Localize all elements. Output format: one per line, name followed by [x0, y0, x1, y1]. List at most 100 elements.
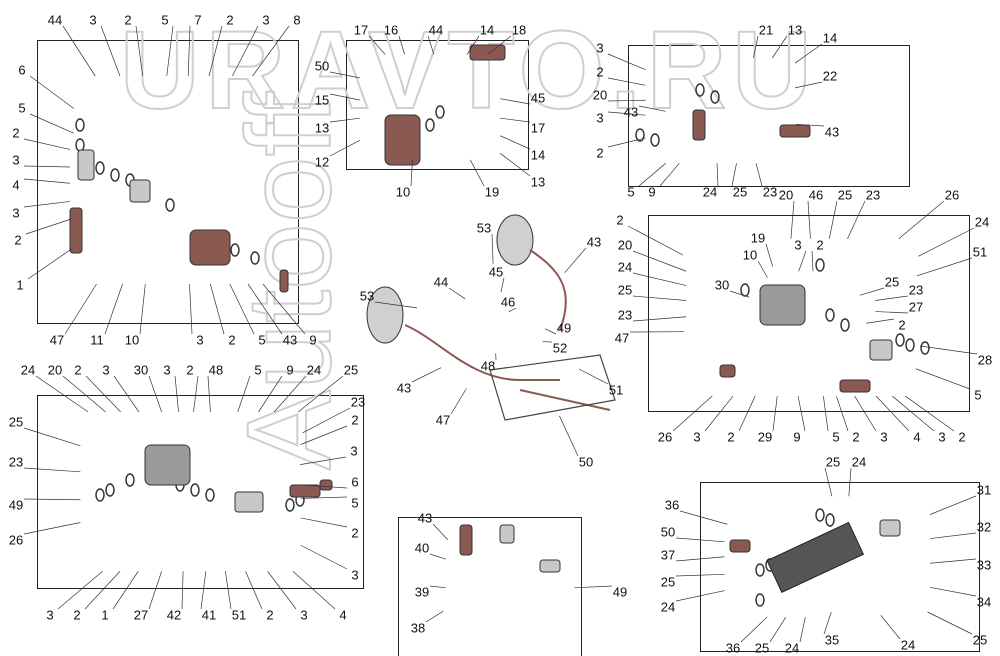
callout-top-left: 47 [49, 332, 65, 348]
metal-part [77, 149, 95, 181]
leader-line [632, 250, 687, 272]
leader-line [209, 283, 225, 335]
callout-bottom-left: 51 [231, 607, 247, 623]
callout-top-right: 9 [648, 184, 656, 200]
leader-line [866, 318, 895, 324]
leader-line [757, 260, 768, 278]
panel-top-right [628, 45, 910, 187]
callout-top-left: 44 [47, 12, 63, 28]
leader-line [62, 375, 106, 413]
callout-top-left: 10 [124, 332, 140, 348]
callout-mid-right: 20 [617, 237, 633, 253]
o-ring [815, 508, 825, 522]
leader-line [329, 93, 360, 101]
callout-top-right: 23 [762, 184, 778, 200]
callout-mid-right: 51 [972, 244, 988, 260]
leader-line [559, 415, 579, 457]
callout-top-middle: 10 [395, 184, 411, 200]
leader-line [930, 532, 977, 539]
o-ring [650, 133, 660, 147]
leader-line [237, 375, 251, 413]
callout-bottom-left: 3 [102, 362, 110, 378]
leader-line [302, 407, 351, 434]
callout-bottom-left: 9 [286, 362, 294, 378]
callout-mid-right: 27 [908, 299, 924, 315]
leader-line [245, 571, 263, 610]
leader-line [836, 395, 849, 432]
leader-line [632, 272, 687, 286]
callout-top-middle: 16 [383, 22, 399, 38]
metal-part [879, 519, 901, 537]
leader-line [207, 375, 211, 413]
leader-line [672, 395, 713, 432]
callout-bottom-left: 4 [339, 607, 347, 623]
callout-bottom-right: 24 [784, 640, 800, 656]
leader-line [920, 345, 978, 355]
callout-bottom-left: 2 [266, 607, 274, 623]
leader-line [927, 611, 973, 635]
leader-line [429, 585, 446, 589]
leader-line [916, 257, 973, 277]
fitting [729, 539, 751, 553]
o-ring [695, 83, 705, 97]
callout-top-left: 2 [124, 12, 132, 28]
metal-part [499, 524, 515, 544]
leader-line [675, 537, 725, 543]
callout-bottom-right: 25 [754, 640, 770, 656]
leader-line [23, 138, 70, 150]
callout-top-left: 5 [18, 100, 26, 116]
callout-mid-right: 2 [958, 429, 966, 445]
callout-top-left: 2 [228, 332, 236, 348]
leader-line [23, 427, 81, 447]
leader-line [627, 225, 684, 256]
callout-bottom-left: 27 [133, 607, 149, 623]
leader-line [607, 77, 646, 86]
metal-part [129, 179, 151, 203]
callout-mid-right: 23 [617, 307, 633, 323]
callout-center: 46 [500, 294, 516, 310]
leader-line [797, 395, 806, 432]
leader-line [704, 395, 734, 432]
callout-top-left: 8 [293, 12, 301, 28]
callout-bottom-left: 6 [351, 474, 359, 490]
callout-bottom-right: 24 [851, 454, 867, 470]
leader-line [139, 283, 146, 335]
o-ring [755, 593, 765, 607]
metal-part [234, 491, 264, 513]
leader-line [675, 590, 725, 602]
manifold-block [766, 521, 865, 593]
callout-mid-right: 47 [614, 330, 630, 346]
leader-line [27, 247, 73, 280]
callout-top-middle: 19 [484, 184, 500, 200]
panel-top-middle [346, 40, 529, 170]
callout-center: 50 [578, 454, 594, 470]
callout-mid-right: 5 [832, 429, 840, 445]
metal-part [539, 559, 561, 573]
leader-line [57, 570, 103, 610]
callout-bottom-left: 3 [350, 443, 358, 459]
leader-line [755, 163, 763, 187]
leader-line [769, 617, 787, 643]
callout-center: 47 [435, 412, 451, 428]
leader-line [273, 375, 307, 413]
o-ring [105, 483, 115, 497]
callout-top-left: 11 [90, 332, 104, 348]
leader-line [638, 105, 666, 112]
leader-line [300, 544, 348, 570]
fitting [289, 484, 321, 498]
fitting [719, 364, 736, 378]
leader-line [765, 243, 774, 267]
leader-line [104, 283, 123, 335]
o-ring [125, 473, 135, 487]
callout-bottom-right: 33 [976, 557, 992, 573]
callout-top-right: 20 [592, 87, 608, 103]
callout-top-left: 2 [226, 12, 234, 28]
o-ring [755, 563, 765, 577]
o-ring [425, 118, 435, 132]
leader-line [632, 316, 687, 322]
callout-top-right: 43 [623, 104, 639, 120]
leader-line [469, 159, 485, 187]
fitting [319, 479, 333, 491]
o-ring [110, 168, 120, 182]
leader-line [292, 570, 336, 610]
